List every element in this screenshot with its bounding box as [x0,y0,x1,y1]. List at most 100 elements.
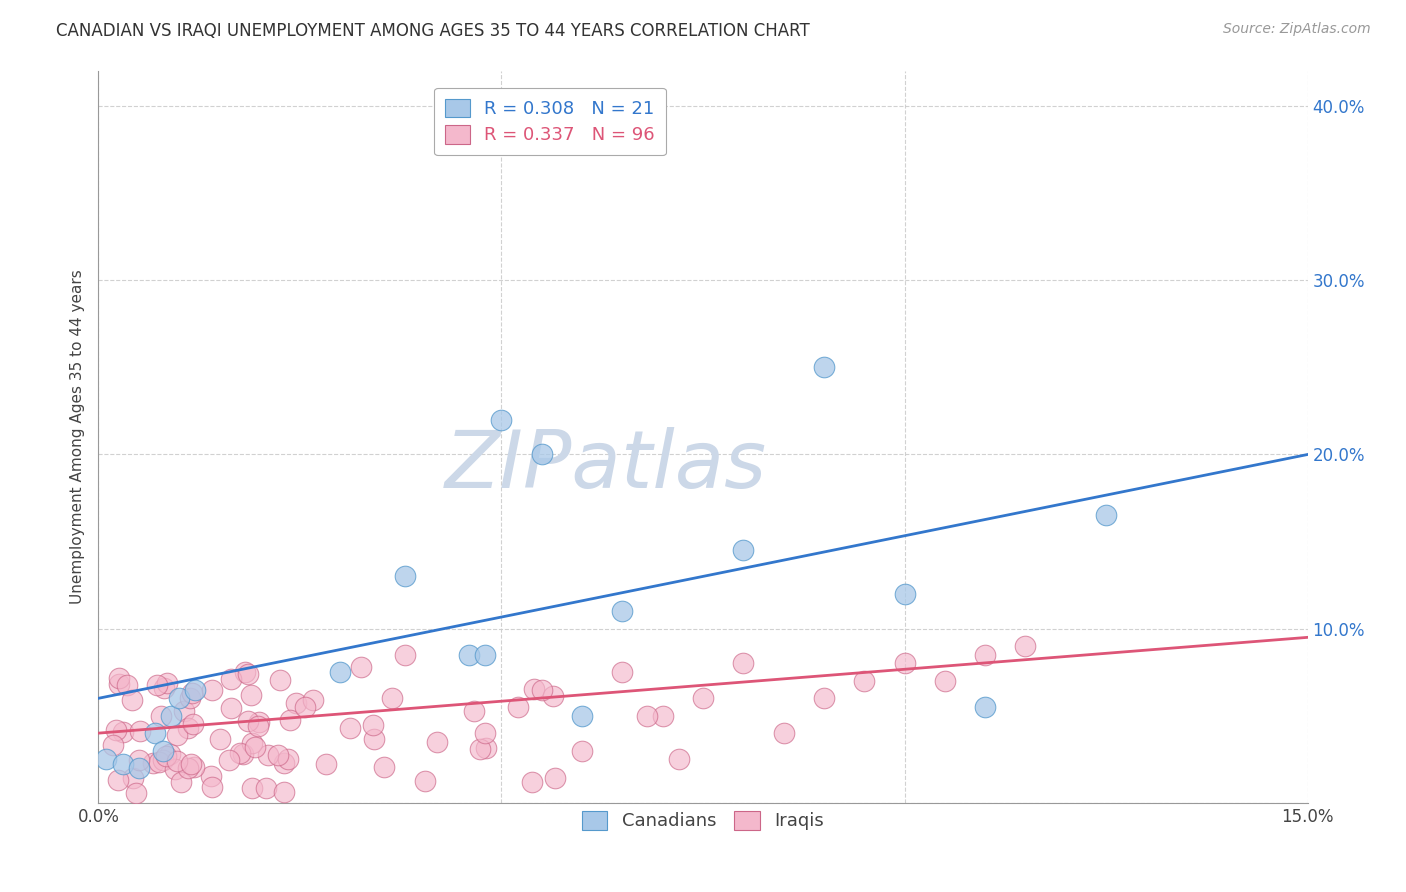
Point [893,657,915,671]
Point [636,708,658,723]
Point [571,708,593,723]
Point [209,731,232,746]
Point [184,682,207,697]
Point [163,763,186,777]
Point [105,723,128,737]
Point [523,681,546,696]
Point [974,648,997,662]
Point [733,543,755,558]
Point [201,780,224,794]
Point [893,587,915,601]
Point [240,780,263,795]
Point [166,728,188,742]
Point [155,749,177,764]
Point [612,665,634,680]
Point [243,740,266,755]
Point [233,665,256,680]
Point [612,604,634,618]
Point [247,715,270,730]
Point [543,689,565,703]
Point [122,771,145,785]
Point [166,754,188,768]
Point [463,704,485,718]
Point [142,756,165,770]
Point [201,682,224,697]
Point [302,693,325,707]
Point [470,742,492,756]
Point [278,713,301,727]
Point [173,704,195,718]
Text: ZIPatlas: ZIPatlas [446,427,768,506]
Point [128,753,150,767]
Point [692,691,714,706]
Point [315,756,337,771]
Point [218,753,240,767]
Point [361,717,384,731]
Point [544,771,567,785]
Point [149,709,172,723]
Point [269,673,291,687]
Point [108,677,131,691]
Point [240,736,263,750]
Point [772,726,794,740]
Point [236,714,259,728]
Text: Source: ZipAtlas.com: Source: ZipAtlas.com [1223,22,1371,37]
Point [394,648,416,662]
Point [229,747,252,761]
Point [651,708,673,723]
Point [813,691,835,706]
Point [181,717,204,731]
Point [170,775,193,789]
Point [160,708,183,723]
Point [329,665,352,680]
Point [277,752,299,766]
Point [103,738,125,752]
Point [1014,639,1036,653]
Point [381,690,404,705]
Point [426,735,449,749]
Point [148,756,170,770]
Point [363,732,385,747]
Point [177,761,200,775]
Point [156,676,179,690]
Point [974,700,997,714]
Point [394,569,416,583]
Point [668,752,690,766]
Point [273,756,295,770]
Point [934,673,956,688]
Point [1095,508,1118,523]
Point [733,657,755,671]
Point [474,648,496,662]
Point [238,667,260,681]
Point [112,725,135,739]
Legend: Canadians, Iraqis: Canadians, Iraqis [575,804,831,838]
Point [458,648,481,662]
Point [183,760,205,774]
Point [506,700,529,714]
Point [117,678,139,692]
Point [167,691,190,706]
Point [219,700,242,714]
Point [152,681,174,696]
Point [152,743,174,757]
Point [273,785,295,799]
Text: CANADIAN VS IRAQI UNEMPLOYMENT AMONG AGES 35 TO 44 YEARS CORRELATION CHART: CANADIAN VS IRAQI UNEMPLOYMENT AMONG AGE… [56,22,810,40]
Point [571,743,593,757]
Point [240,688,263,702]
Point [520,775,543,789]
Point [530,448,553,462]
Point [266,748,288,763]
Point [247,718,270,732]
Point [475,741,498,756]
Point [530,682,553,697]
Point [159,747,181,762]
Point [179,691,201,706]
Y-axis label: Unemployment Among Ages 35 to 44 years: Unemployment Among Ages 35 to 44 years [70,269,86,605]
Point [108,672,131,686]
Point [180,756,202,771]
Point [129,724,152,739]
Point [200,769,222,783]
Point [121,693,143,707]
Point [813,360,835,375]
Point [232,747,254,761]
